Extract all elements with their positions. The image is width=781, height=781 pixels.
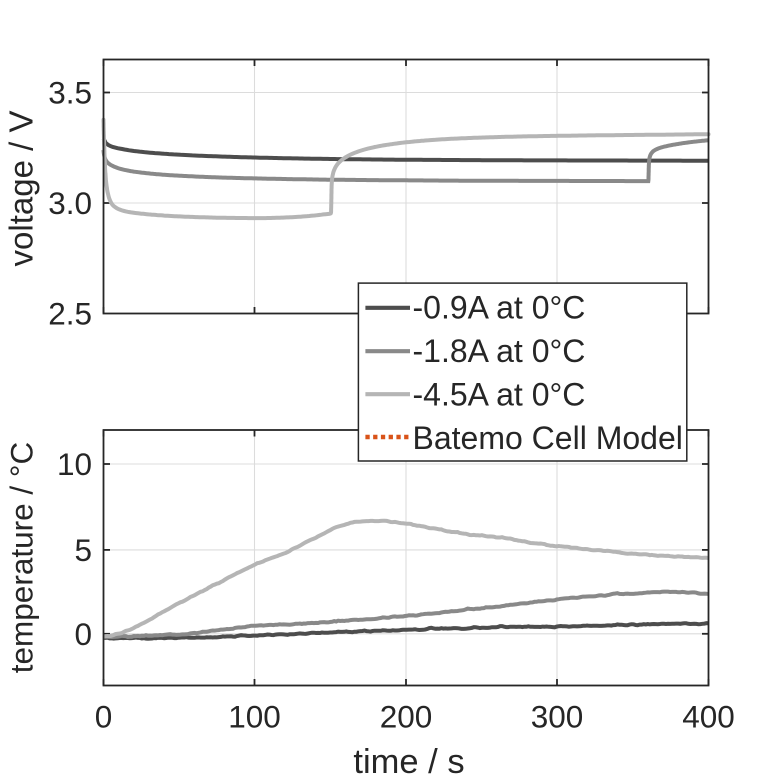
svg-text:100: 100 [228,699,281,735]
svg-text:-4.5A at 0°C: -4.5A at 0°C [413,376,586,412]
svg-text:-0.9A at 0°C: -0.9A at 0°C [413,289,586,325]
svg-text:5: 5 [74,532,92,568]
svg-text:2.5: 2.5 [48,296,92,332]
svg-text:3.0: 3.0 [48,185,92,221]
svg-text:time / s: time / s [353,743,464,781]
svg-text:3.5: 3.5 [48,75,92,111]
svg-text:10: 10 [57,446,92,482]
svg-text:0: 0 [74,616,92,652]
svg-text:voltage / V: voltage / V [3,111,40,267]
svg-text:0: 0 [95,699,113,735]
svg-text:temperature / °C: temperature / °C [4,442,40,673]
svg-text:Batemo Cell Model: Batemo Cell Model [413,420,683,456]
svg-text:-1.8A at 0°C: -1.8A at 0°C [413,333,586,369]
svg-text:300: 300 [531,699,584,735]
svg-text:200: 200 [380,699,433,735]
svg-text:400: 400 [682,699,735,735]
